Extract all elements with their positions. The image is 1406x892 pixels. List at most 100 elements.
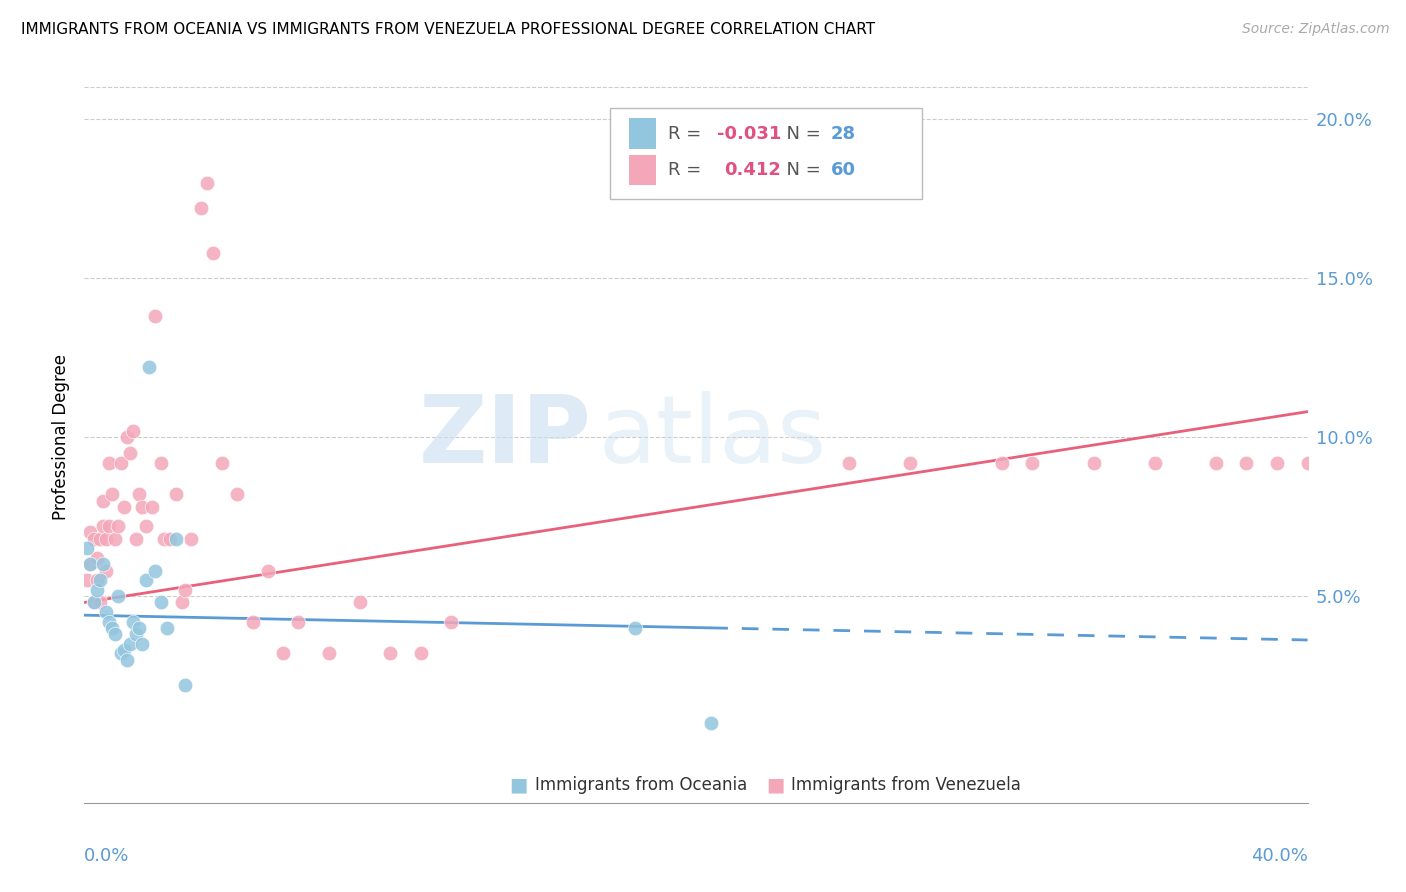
Y-axis label: Professional Degree: Professional Degree	[52, 354, 70, 520]
Text: atlas: atlas	[598, 391, 827, 483]
Point	[83, 532, 105, 546]
Point	[91, 558, 114, 572]
Point	[153, 532, 176, 546]
Text: Immigrants from Oceania: Immigrants from Oceania	[534, 775, 747, 794]
Point	[898, 456, 921, 470]
Point	[165, 487, 187, 501]
Point	[624, 621, 647, 635]
Point	[115, 653, 138, 667]
Point	[1296, 456, 1319, 470]
Point	[143, 564, 166, 578]
Text: Immigrants from Venezuela: Immigrants from Venezuela	[792, 775, 1021, 794]
Point	[165, 532, 187, 546]
Point	[110, 456, 132, 470]
Point	[86, 582, 108, 597]
Point	[700, 716, 723, 731]
Point	[107, 589, 129, 603]
Point	[110, 646, 132, 660]
Point	[120, 446, 142, 460]
Point	[131, 637, 153, 651]
Point	[440, 615, 463, 629]
Text: -0.031: -0.031	[717, 125, 782, 143]
Point	[112, 500, 135, 514]
Point	[190, 201, 212, 215]
Point	[101, 487, 124, 501]
Point	[174, 678, 197, 692]
Point	[172, 595, 194, 609]
Point	[195, 176, 218, 190]
Point	[79, 558, 101, 572]
Point	[97, 519, 120, 533]
Point	[349, 595, 371, 609]
Point	[104, 627, 127, 641]
Point	[86, 550, 108, 565]
Point	[131, 500, 153, 514]
Point	[135, 519, 157, 533]
Point	[91, 519, 114, 533]
Point	[149, 595, 172, 609]
Text: N =: N =	[776, 125, 827, 143]
Point	[838, 456, 860, 470]
Text: 60: 60	[831, 161, 855, 179]
Text: ZIP: ZIP	[419, 391, 592, 483]
Point	[122, 615, 145, 629]
Point	[174, 582, 197, 597]
Point	[135, 573, 157, 587]
Point	[125, 532, 148, 546]
FancyBboxPatch shape	[610, 108, 922, 200]
Point	[79, 558, 101, 572]
Point	[94, 564, 117, 578]
Point	[120, 637, 142, 651]
Point	[1265, 456, 1288, 470]
Point	[125, 627, 148, 641]
Point	[1236, 456, 1258, 470]
FancyBboxPatch shape	[628, 154, 655, 186]
Point	[1205, 456, 1227, 470]
Text: ■: ■	[766, 775, 785, 794]
Point	[1021, 456, 1043, 470]
Point	[180, 532, 202, 546]
Point	[409, 646, 432, 660]
Point	[318, 646, 340, 660]
Point	[201, 245, 224, 260]
Text: ■: ■	[509, 775, 527, 794]
Point	[159, 532, 181, 546]
Point	[112, 643, 135, 657]
Point	[76, 573, 98, 587]
Point	[97, 456, 120, 470]
Text: 0.412: 0.412	[724, 161, 780, 179]
Point	[91, 493, 114, 508]
Point	[128, 621, 150, 635]
Point	[128, 487, 150, 501]
Point	[287, 615, 309, 629]
FancyBboxPatch shape	[628, 118, 655, 149]
Text: IMMIGRANTS FROM OCEANIA VS IMMIGRANTS FROM VENEZUELA PROFESSIONAL DEGREE CORRELA: IMMIGRANTS FROM OCEANIA VS IMMIGRANTS FR…	[21, 22, 875, 37]
Text: 0.0%: 0.0%	[84, 847, 129, 864]
Point	[138, 360, 160, 375]
Point	[94, 605, 117, 619]
Point	[94, 532, 117, 546]
Point	[143, 310, 166, 324]
Point	[156, 621, 179, 635]
Point	[101, 621, 124, 635]
Point	[1083, 456, 1105, 470]
Point	[226, 487, 249, 501]
Point	[271, 646, 294, 660]
Point	[107, 519, 129, 533]
Text: N =: N =	[776, 161, 827, 179]
Point	[380, 646, 402, 660]
Point	[1143, 456, 1166, 470]
Point	[257, 564, 280, 578]
Point	[86, 573, 108, 587]
Point	[83, 595, 105, 609]
Text: R =: R =	[668, 161, 713, 179]
Point	[83, 595, 105, 609]
Text: 40.0%: 40.0%	[1251, 847, 1308, 864]
Text: Source: ZipAtlas.com: Source: ZipAtlas.com	[1241, 22, 1389, 37]
Point	[89, 532, 111, 546]
Text: R =: R =	[668, 125, 707, 143]
Point	[89, 595, 111, 609]
Point	[115, 430, 138, 444]
Point	[122, 424, 145, 438]
Point	[79, 525, 101, 540]
